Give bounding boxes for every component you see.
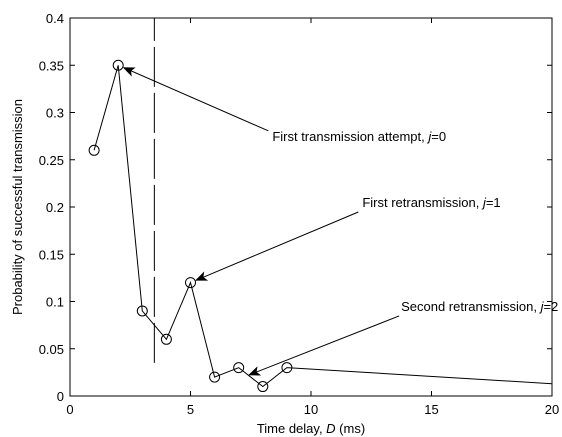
y-axis-title: Probability of successful transmission [10,99,25,315]
data-point [281,362,293,374]
annotation-arrow [122,67,269,132]
y-tick-label: 0.15 [39,247,64,262]
annotation-label: First retransmission, j=1 [362,195,500,210]
y-tick-label: 0.1 [46,295,64,310]
y-tick-label: 0.35 [39,58,64,73]
data-point [160,333,172,345]
x-tick-label: 5 [187,402,194,417]
data-series [88,59,553,393]
annotation-label: First transmission attempt, j=0 [272,129,446,144]
y-tick-label: 0 [57,389,64,404]
data-point [136,305,148,317]
y-tick-label: 0.05 [39,342,64,357]
y-tick-label: 0.3 [46,106,64,121]
annotations: First transmission attempt, j=0 First ret… [122,67,558,376]
data-point [233,362,245,374]
x-tick-label: 20 [545,402,559,417]
x-tick-label: 15 [424,402,438,417]
y-tick-label: 0.4 [46,11,64,26]
data-point [88,144,100,156]
data-point [112,59,124,71]
data-point [185,277,196,289]
annotation-label: Second retransmission, j=2 [401,299,558,314]
axis-ticks: 0 5 10 15 20 0 0.05 0.1 0.15 0.2 0.25 0.3 0.35 0.4 [39,11,560,417]
x-tick-label: 10 [304,402,318,417]
data-point [209,371,221,383]
y-tick-label: 0.25 [39,153,64,168]
plot-area [69,17,553,397]
data-point [257,381,269,393]
annotation-arrow [195,211,359,281]
x-axis-title: Time delay, D (ms) [257,421,365,436]
x-tick-label: 0 [66,402,73,417]
series-line [93,65,553,388]
y-tick-label: 0.2 [46,200,64,215]
annotation-arrow [248,315,400,376]
